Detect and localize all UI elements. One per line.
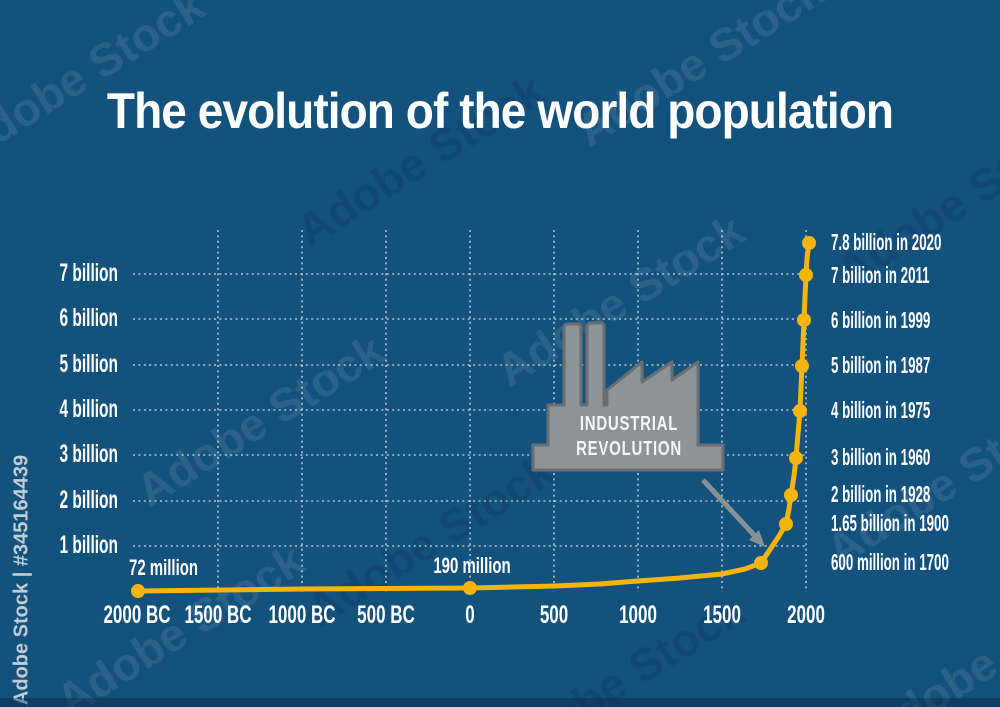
data-point	[793, 404, 807, 418]
x-axis-label-1000: 1000	[619, 601, 657, 629]
milestone-label-2011: 7 billion in 2011	[831, 262, 930, 288]
y-axis-label-1-billion: 1 billion	[59, 531, 118, 559]
x-axis-label-0: 0	[465, 601, 475, 629]
y-axis-label-5-billion: 5 billion	[59, 350, 118, 378]
data-points	[131, 236, 816, 598]
x-axis-label-2000: 2000	[787, 601, 825, 629]
y-axis-label-4-billion: 4 billion	[59, 395, 118, 423]
milestone-label-1960: 3 billion in 1960	[831, 444, 931, 470]
data-point	[463, 581, 477, 595]
industrial-revolution-label-line2: REVOLUTION	[576, 438, 682, 460]
data-point	[779, 517, 793, 531]
point-label-190-million: 190 million	[433, 553, 511, 578]
x-axis-label-1500: 1500	[703, 601, 741, 629]
milestone-label-1928: 2 billion in 1928	[831, 481, 931, 507]
y-axis-label-3-billion: 3 billion	[59, 440, 118, 468]
data-point	[754, 556, 768, 570]
x-axis-label-1500bc: 1500 BC	[184, 601, 252, 629]
data-point	[789, 451, 803, 465]
x-axis-label-2000bc: 2000 BC	[103, 601, 171, 629]
industrial-revolution-label-line1: INDUSTRIAL	[579, 413, 679, 435]
point-label-72-million: 72 million	[129, 555, 199, 580]
milestone-label-1975: 4 billion in 1975	[831, 397, 931, 423]
x-axis-label-500bc: 500 BC	[357, 601, 415, 629]
data-point	[795, 359, 809, 373]
milestone-label-1700: 600 million in 1700	[831, 549, 949, 575]
x-axis-label-500: 500	[539, 601, 569, 629]
population-line	[135, 240, 812, 594]
milestone-label-2020: 7.8 billion in 2020	[831, 229, 942, 255]
data-point	[784, 488, 798, 502]
y-axis-label-6-billion: 6 billion	[59, 304, 118, 332]
data-point	[799, 268, 813, 282]
bottom-edge-shade	[0, 698, 1000, 707]
factory-icon	[531, 321, 725, 472]
milestone-label-1900: 1.65 billion in 1900	[831, 510, 949, 536]
arrow-icon	[701, 478, 765, 547]
milestone-label-1987: 5 billion in 1987	[831, 352, 931, 378]
data-point	[802, 236, 816, 250]
milestone-label-1999: 6 billion in 1999	[831, 307, 931, 333]
data-point	[797, 313, 811, 327]
vertical-gridlines	[217, 230, 807, 592]
y-axis-label-2-billion: 2 billion	[59, 486, 118, 514]
x-axis-label-1000bc: 1000 BC	[268, 601, 336, 629]
page-title: The evolution of the world population	[106, 83, 894, 139]
data-point	[131, 584, 145, 598]
y-axis-label-7-billion: 7 billion	[59, 259, 118, 287]
